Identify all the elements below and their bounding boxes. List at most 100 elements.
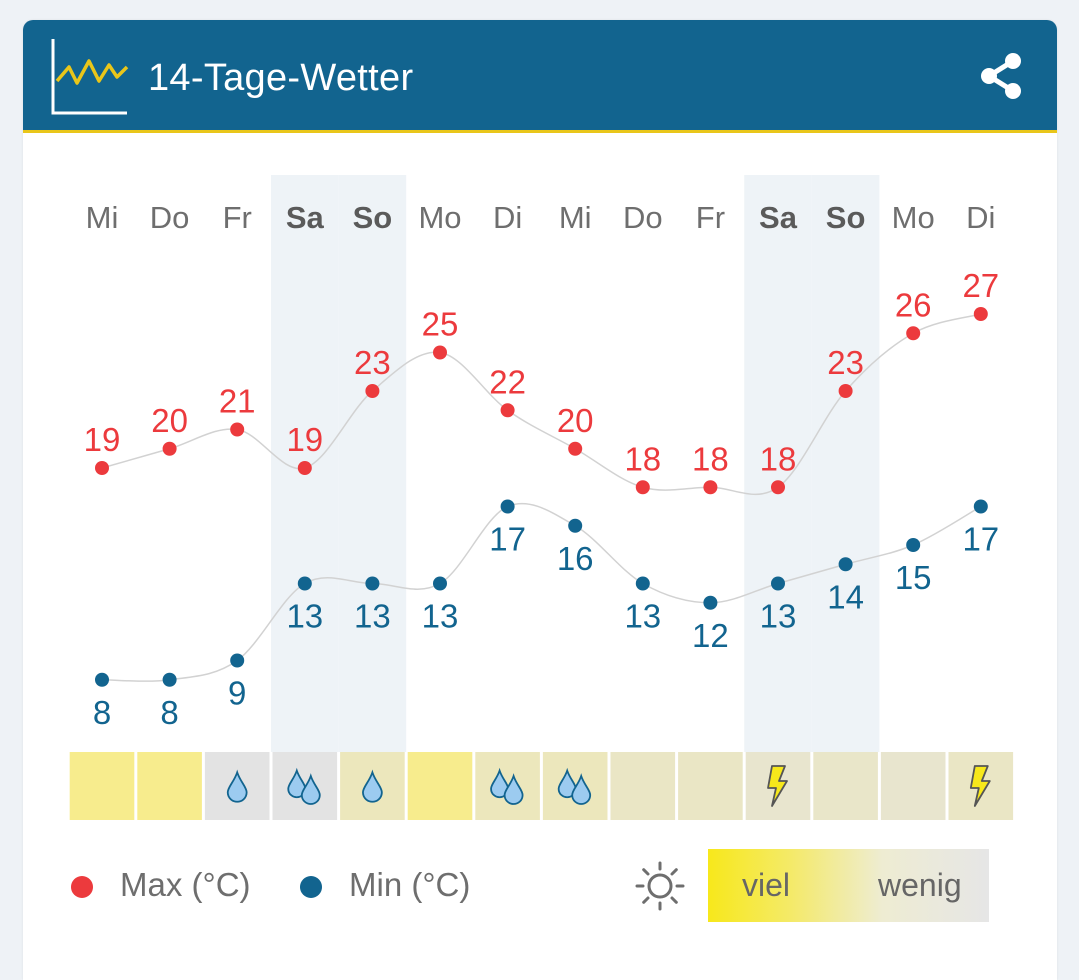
day-label: Mo: [418, 200, 461, 235]
rain-drop-icon: [571, 773, 592, 805]
sunshine-cell: [880, 752, 946, 820]
min-point: [95, 672, 109, 687]
temperature-chart: Mi Do Fr Sa So Mo Di Mi Do Fr Sa So Mo Di 19 20 21 19 23 25…: [69, 175, 1014, 820]
max-point: [297, 461, 312, 475]
min-point: [433, 576, 447, 591]
day-label: Sa: [759, 200, 798, 235]
max-point: [365, 384, 380, 398]
rain-drop-icon: [362, 769, 383, 803]
min-value-label: 8: [160, 694, 178, 731]
sunshine-cell: [69, 752, 135, 820]
page-title: 14-Tage-Wetter: [148, 57, 414, 99]
day-label: Sa: [286, 200, 325, 235]
max-point: [95, 461, 109, 475]
day-label: Di: [966, 200, 995, 235]
day-label: So: [353, 200, 393, 235]
min-value-label: 16: [557, 540, 594, 577]
max-value-label: 22: [489, 363, 526, 400]
day-label: Do: [150, 200, 190, 235]
max-value-label: 20: [151, 402, 188, 439]
min-point: [230, 653, 245, 668]
min-series-line: [101, 502, 982, 682]
max-point: [771, 480, 785, 495]
max-point: [838, 384, 853, 398]
card-header: 14-Tage-Wetter: [23, 20, 1057, 133]
rain-drop-icon: [300, 773, 321, 805]
min-point: [973, 499, 988, 514]
rain-drop-icon: [490, 767, 510, 799]
sunshine-cell: [678, 752, 743, 820]
rain-drop-icon: [226, 769, 248, 803]
scale-high-label: viel: [742, 867, 791, 903]
min-point: [635, 576, 650, 591]
max-value-label: 18: [760, 440, 797, 477]
min-value-label: 13: [624, 598, 661, 635]
max-value-label: 27: [962, 267, 999, 304]
min-value-label: 9: [228, 675, 246, 712]
min-value-label: 15: [895, 559, 932, 596]
max-point: [500, 403, 515, 418]
min-point: [906, 538, 921, 552]
day-label: Do: [623, 200, 663, 235]
min-point: [703, 595, 718, 610]
min-point: [771, 576, 785, 591]
max-value-label: 21: [219, 383, 256, 420]
max-value-label: 25: [422, 306, 459, 343]
min-point: [568, 518, 583, 533]
trend-chart-icon: [51, 39, 129, 115]
max-value-label: 19: [286, 421, 323, 458]
max-point: [568, 441, 583, 456]
min-value-label: 13: [354, 598, 391, 635]
max-value-label: 26: [895, 286, 932, 323]
min-value-label: 13: [760, 598, 797, 635]
min-value-label: 13: [286, 598, 323, 635]
sunshine-scale: viel wenig: [708, 849, 989, 922]
min-point: [838, 557, 853, 572]
max-point: [230, 422, 245, 437]
day-label: Mi: [86, 200, 119, 235]
sun-icon: [635, 861, 685, 911]
share-icon[interactable]: [979, 52, 1023, 100]
min-point: [297, 576, 312, 591]
max-point: [162, 441, 177, 456]
day-label: Fr: [223, 200, 252, 235]
min-point: [365, 576, 380, 591]
max-point: [703, 480, 718, 495]
max-value-label: 19: [84, 421, 121, 458]
legend-min-label: Min (°C): [349, 866, 471, 903]
day-label: Di: [493, 200, 522, 235]
rain-drop-icon: [557, 767, 577, 799]
day-label: Mo: [892, 200, 935, 235]
max-point: [635, 480, 650, 495]
day-label: Fr: [696, 200, 725, 235]
min-value-label: 13: [422, 598, 459, 635]
min-value-label: 8: [93, 694, 111, 731]
weekend-band: [338, 175, 407, 752]
scale-low-label: wenig: [878, 867, 962, 903]
max-series-line: [101, 313, 982, 496]
min-value-label: 14: [827, 578, 864, 615]
weekend-band: [744, 175, 812, 752]
max-value-label: 18: [692, 440, 729, 477]
rain-drop-icon: [503, 773, 524, 805]
rain-drop-icon: [287, 767, 307, 799]
legend: Max (°C) Min (°C): [0, 862, 600, 912]
sunshine-cell: [610, 752, 676, 820]
max-point: [973, 307, 988, 321]
day-label: Mi: [559, 200, 592, 235]
max-value-label: 20: [557, 402, 594, 439]
legend-min-marker: [300, 876, 322, 898]
legend-max-marker: [71, 876, 93, 898]
max-point: [433, 345, 447, 360]
max-value-label: 23: [354, 344, 391, 381]
legend-max-label: Max (°C): [120, 866, 251, 903]
min-point: [500, 499, 515, 514]
thunder-icon: [969, 765, 991, 807]
sunshine-cell: [137, 752, 202, 820]
min-value-label: 17: [962, 521, 999, 558]
sunshine-cell: [407, 752, 473, 820]
min-value-label: 17: [489, 521, 526, 558]
day-label: So: [826, 200, 866, 235]
min-point: [162, 672, 177, 687]
max-point: [906, 326, 921, 341]
